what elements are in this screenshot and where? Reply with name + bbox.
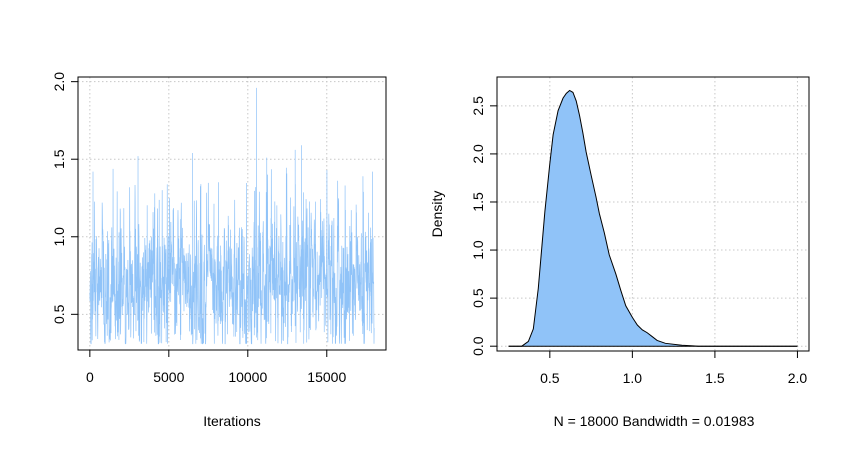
density-x-tick-label-0: 0.5 — [540, 370, 560, 386]
density-fill-area — [508, 90, 798, 347]
trace-plot-box — [77, 76, 387, 351]
density-y-tick-label-4: 2.0 — [470, 144, 486, 164]
density-plot-box — [496, 76, 810, 352]
trace-y-axis: 0.5 1.0 1.5 2.0 — [51, 72, 78, 324]
trace-y-tick-label-3: 2.0 — [51, 72, 67, 92]
density-x-tick-label-2: 1.5 — [705, 370, 725, 386]
trace-x-axis: 0 5000 10000 15000 — [86, 350, 346, 385]
density-y-axis-label: Density — [429, 191, 445, 238]
trace-x-tick-label-0: 0 — [86, 369, 94, 385]
trace-y-tick-label-2: 1.5 — [51, 149, 67, 169]
density-x-axis: 0.5 1.0 1.5 2.0 — [540, 351, 807, 386]
density-plot-panel: 0.5 1.0 1.5 2.0 0.0 0.5 1.0 1.5 2.0 2.5 N = 1800… — [429, 76, 810, 429]
density-x-tick-label-1: 1.0 — [623, 370, 643, 386]
trace-x-tick-label-1: 5000 — [153, 369, 184, 385]
density-y-tick-label-2: 1.0 — [470, 240, 486, 260]
density-x-axis-label: N = 18000 Bandwidth = 0.01983 — [554, 413, 755, 429]
density-y-axis: 0.0 0.5 1.0 1.5 2.0 2.5 — [470, 96, 497, 356]
trace-x-axis-label: Iterations — [203, 413, 261, 429]
trace-y-tick-label-0: 0.5 — [51, 304, 67, 324]
density-y-tick-label-3: 1.5 — [470, 192, 486, 212]
trace-plot-panel: 0 5000 10000 15000 0.5 1.0 1.5 2.0 Iterations — [51, 72, 387, 429]
density-y-tick-label-0: 0.0 — [470, 336, 486, 356]
density-curve — [508, 89, 798, 347]
density-y-tick-label-1: 0.5 — [470, 288, 486, 308]
trace-series-line — [89, 87, 375, 345]
density-x-tick-label-3: 2.0 — [788, 370, 808, 386]
trace-y-tick-label-1: 1.0 — [51, 227, 67, 247]
trace-x-tick-label-3: 15000 — [307, 369, 346, 385]
trace-x-tick-label-2: 10000 — [228, 369, 267, 385]
density-y-tick-label-5: 2.5 — [470, 96, 486, 116]
